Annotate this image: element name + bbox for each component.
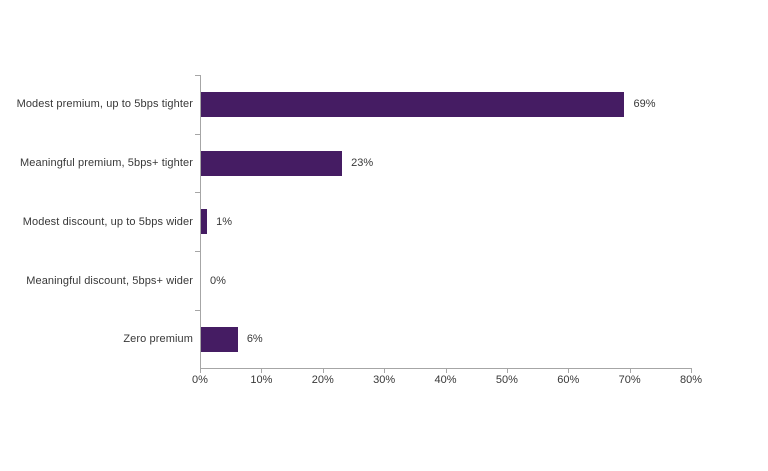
bar (201, 326, 238, 352)
category-label: Meaningful discount, 5bps+ wider (26, 274, 193, 287)
bar (201, 209, 208, 235)
bar (201, 91, 625, 117)
x-axis-tick (322, 369, 324, 373)
value-label: 0% (210, 274, 226, 287)
x-axis-tick-label: 40% (434, 374, 457, 386)
y-axis-line (200, 75, 201, 369)
value-label: 69% (633, 98, 656, 111)
y-axis-tick (195, 192, 200, 194)
x-axis-tick-label: 60% (557, 374, 580, 386)
y-axis-tick (195, 309, 200, 311)
value-label: 23% (351, 157, 374, 170)
x-axis-tick (506, 369, 508, 373)
category-label: Zero premium (123, 333, 193, 346)
x-axis-tick (384, 369, 386, 373)
x-axis-tick-label: 0% (192, 374, 208, 386)
value-label: 1% (216, 215, 233, 228)
x-axis-tick-label: 10% (250, 374, 273, 386)
y-axis-tick (195, 133, 200, 135)
x-axis-tick-label: 70% (618, 374, 641, 386)
x-axis-tick (445, 369, 447, 373)
x-axis-tick (261, 369, 263, 373)
y-axis-tick (195, 75, 200, 76)
x-axis-tick (200, 369, 201, 373)
x-axis-tick (629, 369, 631, 373)
x-axis-tick-label: 50% (495, 374, 518, 386)
x-axis-line (200, 368, 692, 369)
x-axis-tick (568, 369, 570, 373)
category-label: Modest discount, up to 5bps wider (22, 215, 193, 228)
value-label: 6% (246, 333, 263, 346)
x-axis-tick-label: 20% (311, 374, 334, 386)
bar (201, 150, 343, 176)
category-label: Modest premium, up to 5bps tighter (16, 98, 193, 111)
y-axis-tick (195, 251, 200, 253)
x-axis-tick (691, 369, 692, 373)
x-axis-tick-label: 80% (679, 374, 703, 386)
x-axis-tick-label: 30% (373, 374, 396, 386)
category-label: Meaningful premium, 5bps+ tighter (20, 157, 193, 170)
